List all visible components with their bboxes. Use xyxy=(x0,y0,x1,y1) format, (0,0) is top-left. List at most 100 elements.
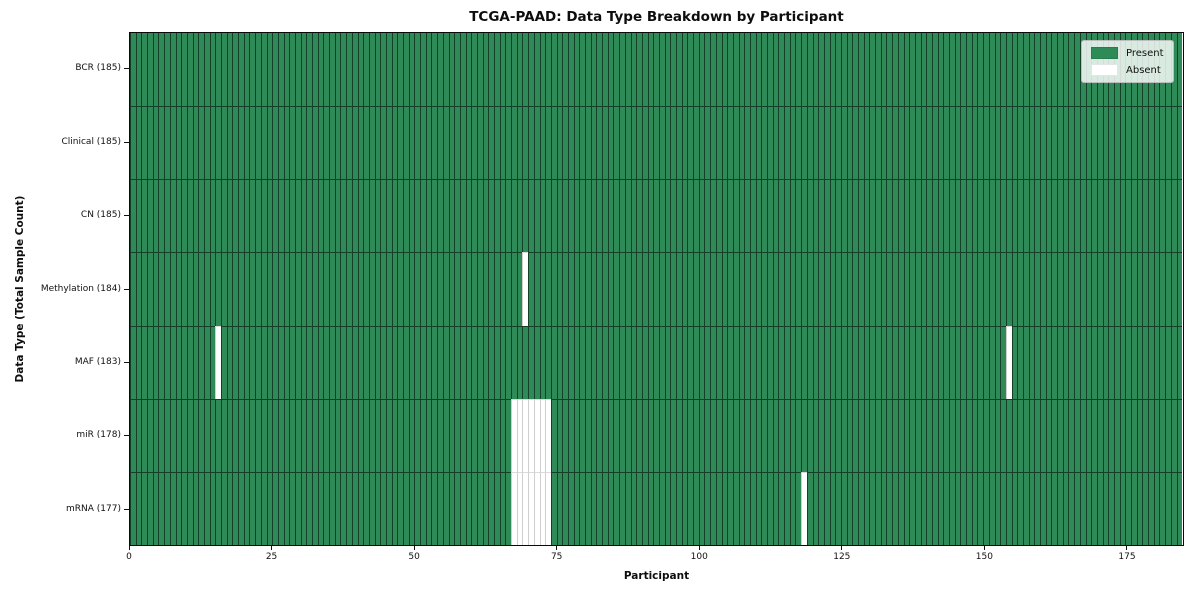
matrix-cell xyxy=(232,325,239,399)
matrix-cell xyxy=(744,179,750,253)
matrix-cell xyxy=(1000,398,1006,472)
matrix-cell xyxy=(624,325,631,399)
matrix-cell xyxy=(738,106,745,180)
matrix-cell xyxy=(238,398,244,472)
matrix-cell xyxy=(801,471,807,545)
matrix-cell xyxy=(340,252,347,326)
matrix-cell xyxy=(329,252,335,326)
matrix-cell xyxy=(169,252,176,326)
matrix-cell xyxy=(516,252,523,326)
matrix-cell xyxy=(943,398,949,472)
matrix-cell xyxy=(721,252,728,326)
matrix-cell xyxy=(1022,33,1029,107)
matrix-cell xyxy=(994,33,1001,107)
matrix-cell xyxy=(960,398,967,472)
matrix-cell xyxy=(141,325,148,399)
matrix-cell xyxy=(1148,179,1154,253)
matrix-cell xyxy=(562,471,568,545)
matrix-cell xyxy=(596,471,603,545)
matrix-cell xyxy=(181,325,187,399)
matrix-cell xyxy=(886,252,893,326)
matrix-cell xyxy=(198,33,204,107)
matrix-cell xyxy=(340,325,347,399)
matrix-cell xyxy=(909,325,915,399)
matrix-cell xyxy=(852,471,858,545)
matrix-cell xyxy=(607,106,614,180)
matrix-cell xyxy=(966,179,972,253)
matrix-cell xyxy=(1057,325,1063,399)
matrix-cell xyxy=(579,252,585,326)
matrix-cell xyxy=(471,325,477,399)
matrix-cell xyxy=(966,106,972,180)
matrix-cell xyxy=(664,252,671,326)
matrix-cell xyxy=(801,179,807,253)
matrix-cell xyxy=(738,398,745,472)
matrix-cell xyxy=(391,325,398,399)
chart-title: TCGA-PAAD: Data Type Breakdown by Partic… xyxy=(469,9,844,25)
matrix-cell xyxy=(693,325,699,399)
matrix-cell xyxy=(277,471,284,545)
matrix-cell xyxy=(1165,398,1171,472)
matrix-cell xyxy=(1022,179,1029,253)
y-tick-label-mRNA: mRNA (177) xyxy=(66,503,121,514)
matrix-cell xyxy=(909,33,915,107)
matrix-cell xyxy=(499,398,506,472)
matrix-cell xyxy=(943,325,949,399)
matrix-cell xyxy=(277,398,284,472)
matrix-cell xyxy=(294,179,301,253)
matrix-cell xyxy=(943,33,949,107)
matrix-cell xyxy=(351,33,358,107)
matrix-cell xyxy=(528,33,534,107)
matrix-cell xyxy=(960,252,967,326)
matrix-cell xyxy=(687,325,694,399)
matrix-cell xyxy=(186,471,193,545)
matrix-cell xyxy=(130,106,136,180)
matrix-cell xyxy=(289,325,295,399)
matrix-cell xyxy=(835,106,841,180)
matrix-cell xyxy=(1005,471,1012,545)
matrix-cell xyxy=(1011,252,1018,326)
matrix-cell xyxy=(676,252,682,326)
matrix-cell xyxy=(1000,33,1006,107)
matrix-cell xyxy=(403,252,409,326)
matrix-cell xyxy=(1091,398,1097,472)
matrix-cell xyxy=(215,252,221,326)
matrix-cell xyxy=(272,252,278,326)
matrix-cell xyxy=(1119,471,1126,545)
matrix-cell xyxy=(676,398,682,472)
matrix-cell xyxy=(266,471,273,545)
matrix-cell xyxy=(761,179,767,253)
matrix-cell xyxy=(323,106,330,180)
matrix-cell xyxy=(607,398,614,472)
matrix-cell xyxy=(1017,179,1023,253)
matrix-cell xyxy=(454,106,460,180)
matrix-cell xyxy=(511,33,517,107)
matrix-cell xyxy=(425,106,432,180)
matrix-cell xyxy=(152,33,159,107)
matrix-cell xyxy=(437,252,443,326)
matrix-cell xyxy=(931,33,938,107)
matrix-cell xyxy=(641,325,648,399)
matrix-cell xyxy=(658,179,665,253)
matrix-cell xyxy=(232,33,239,107)
matrix-cell xyxy=(192,325,199,399)
matrix-cell xyxy=(323,325,330,399)
matrix-cell xyxy=(203,471,210,545)
matrix-cell xyxy=(186,33,193,107)
matrix-cell xyxy=(351,179,358,253)
matrix-cell xyxy=(465,325,472,399)
matrix-cell xyxy=(454,252,460,326)
matrix-cell xyxy=(579,398,585,472)
matrix-cell xyxy=(454,179,460,253)
matrix-cell xyxy=(1022,252,1029,326)
matrix-cell xyxy=(812,179,819,253)
matrix-cell xyxy=(312,325,318,399)
matrix-cell xyxy=(209,179,216,253)
matrix-cell xyxy=(181,33,187,107)
matrix-cell xyxy=(488,325,494,399)
matrix-cell xyxy=(914,179,921,253)
matrix-cell xyxy=(391,398,398,472)
matrix-cell xyxy=(727,398,733,472)
matrix-cell xyxy=(431,398,438,472)
matrix-cell xyxy=(801,325,807,399)
